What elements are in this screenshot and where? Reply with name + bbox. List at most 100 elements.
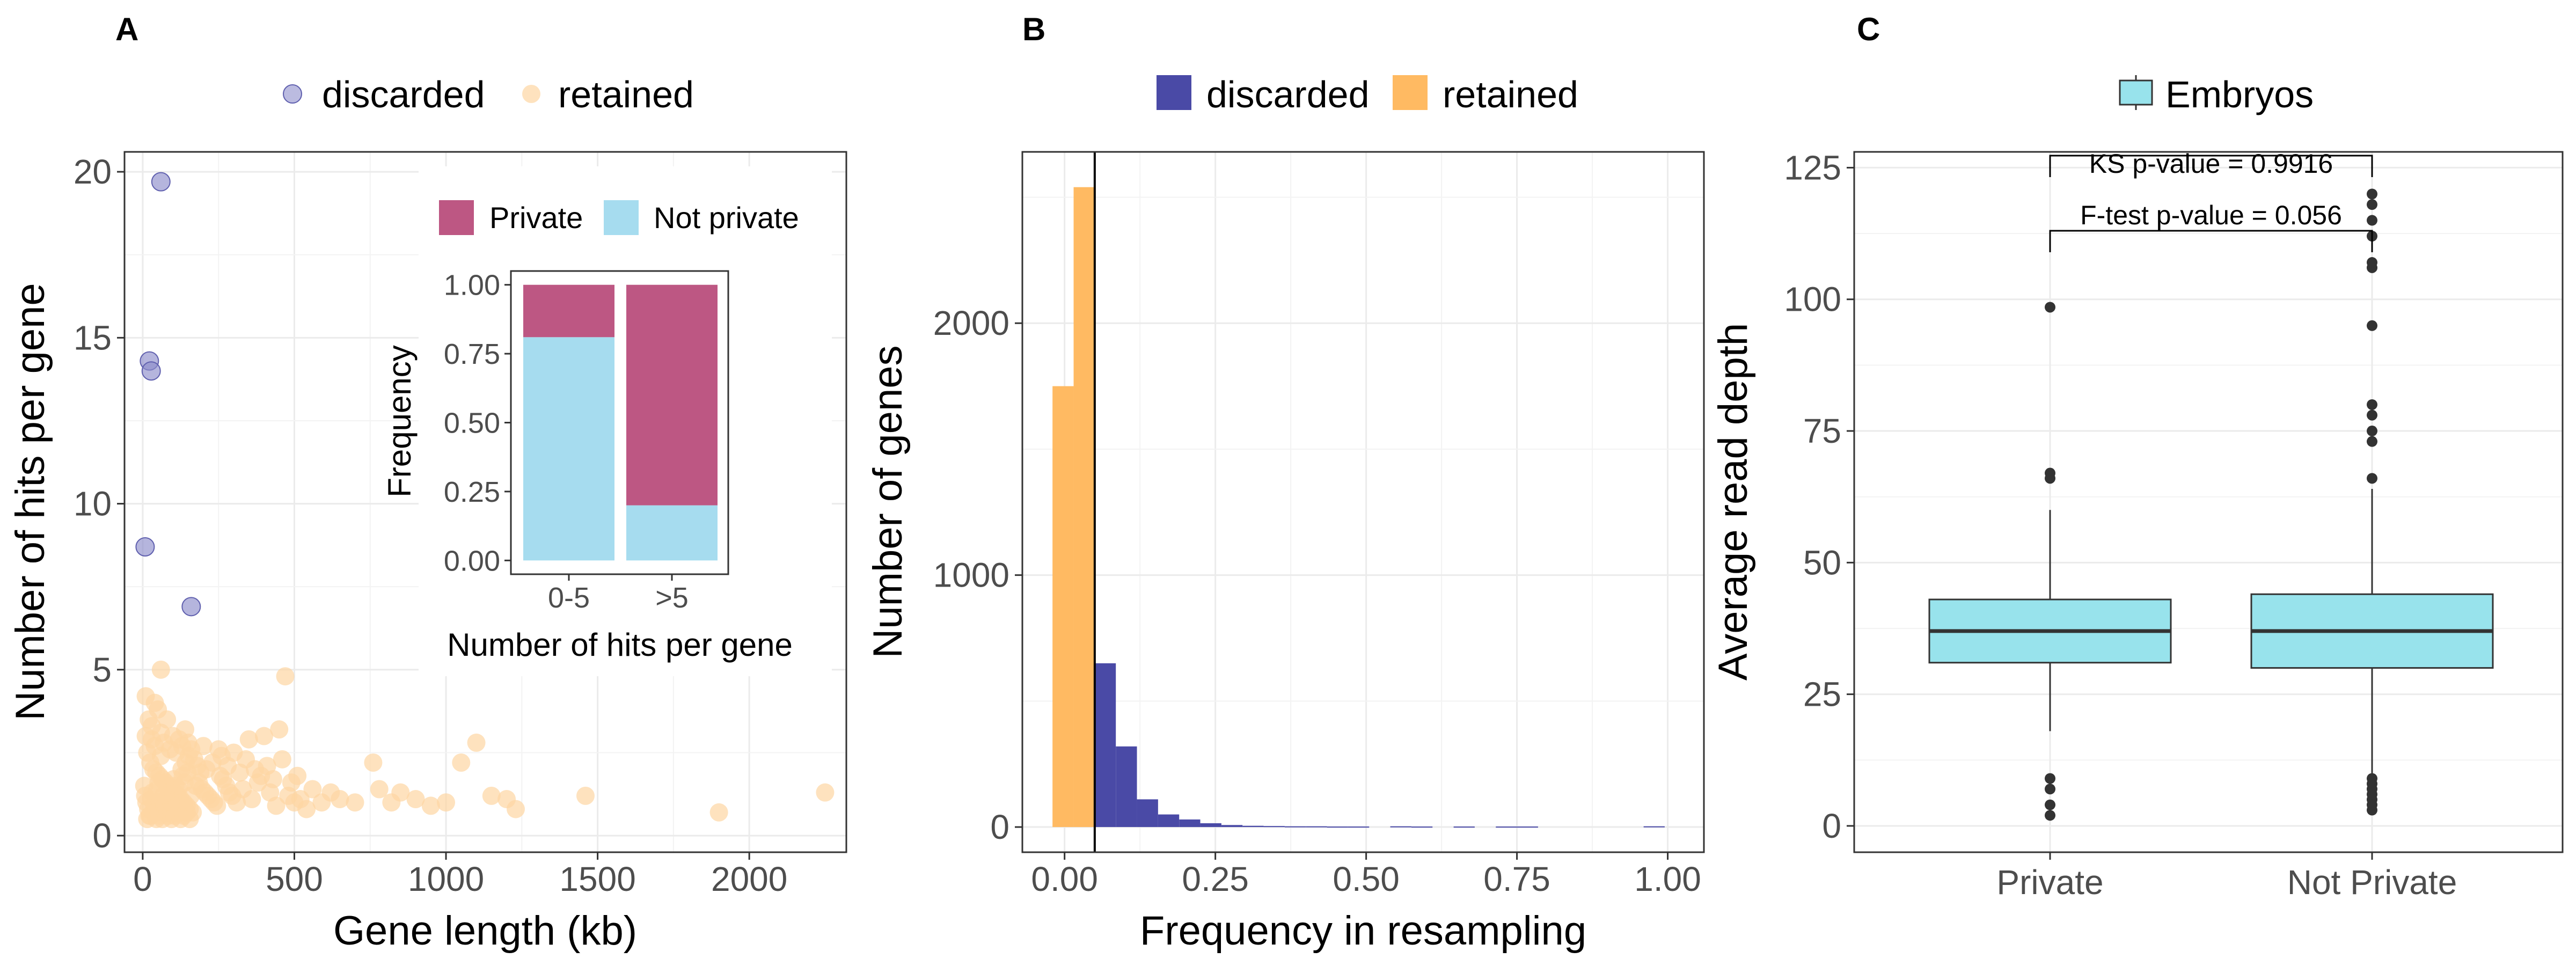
inset-x-tick-label: >5 bbox=[655, 582, 689, 614]
inset-x-tick-label: 0-5 bbox=[548, 582, 590, 614]
outlier-point bbox=[2367, 399, 2377, 410]
inset-bar-private bbox=[523, 284, 614, 338]
inset-legend-notprivate-label: Not private bbox=[654, 201, 799, 235]
outlier-point bbox=[2367, 199, 2377, 210]
point-retained bbox=[180, 810, 199, 829]
point-retained bbox=[181, 786, 200, 805]
hist-bar-retained bbox=[1073, 187, 1095, 828]
hist-bar-discarded bbox=[1348, 826, 1370, 828]
legend-a-retained-swatch bbox=[522, 85, 540, 103]
legend-a-discarded-label: discarded bbox=[322, 74, 485, 115]
inset-legend-private-swatch bbox=[439, 200, 474, 235]
point-retained bbox=[267, 796, 286, 815]
y-tick-label: 1000 bbox=[933, 556, 1009, 595]
point-retained bbox=[239, 730, 258, 749]
hist-bar-discarded bbox=[1137, 799, 1158, 828]
point-retained bbox=[288, 766, 307, 785]
plot-a-xlabel: Gene length (kb) bbox=[333, 908, 637, 954]
hist-bar-discarded bbox=[1158, 814, 1180, 828]
hist-bar-discarded bbox=[1179, 819, 1201, 828]
point-retained bbox=[467, 733, 486, 752]
y-tick-label: 75 bbox=[1803, 412, 1841, 450]
outlier-point bbox=[2367, 320, 2377, 331]
x-tick-label: Not Private bbox=[2287, 863, 2457, 902]
plot-b-ylabel: Number of genes bbox=[865, 346, 911, 658]
inset-bar-not-private bbox=[626, 505, 718, 561]
point-retained bbox=[264, 770, 282, 788]
hist-bar-discarded bbox=[1327, 826, 1348, 828]
y-tick-label: 5 bbox=[92, 650, 112, 689]
x-tick-label: 1.00 bbox=[1634, 860, 1701, 898]
plot-a-frame bbox=[123, 151, 847, 853]
point-retained bbox=[140, 710, 158, 729]
outlier-point bbox=[2045, 799, 2055, 810]
panel-b: B discarded retained 0.00 0.25 0.50 0.75 1.0… bbox=[865, 11, 1705, 954]
outlier-point bbox=[2045, 784, 2055, 795]
y-tick-label: 50 bbox=[1803, 543, 1841, 582]
panel-letter-c: C bbox=[1857, 11, 1880, 47]
plot-b-xlabel: Frequency in resampling bbox=[1140, 908, 1586, 954]
point-discarded bbox=[181, 597, 201, 617]
plot-c-ylabel: Average read depth bbox=[1710, 323, 1756, 680]
inset-legend-notprivate-swatch bbox=[604, 200, 639, 235]
point-retained bbox=[507, 800, 525, 818]
outlier-point bbox=[2367, 436, 2377, 447]
x-tick-label: 0.00 bbox=[1031, 860, 1098, 898]
point-retained bbox=[331, 790, 349, 809]
boxplot-not-private bbox=[2250, 188, 2494, 816]
inset-legend-private-label: Private bbox=[489, 201, 583, 235]
y-tick-label: 15 bbox=[74, 318, 112, 357]
inset-y-tick-label: 0.25 bbox=[444, 476, 500, 508]
y-tick-label: 125 bbox=[1784, 148, 1841, 187]
inset-bars bbox=[523, 284, 718, 561]
inset-y-tick-label: 1.00 bbox=[444, 269, 500, 302]
point-retained bbox=[276, 667, 295, 686]
panel-c: C Embryos KS p-value = 0.9916 F-test p-v… bbox=[1710, 11, 2564, 902]
hist-bar-discarded bbox=[1390, 826, 1411, 828]
x-tick-label: 0 bbox=[133, 860, 152, 898]
plot-a-ticks: 0 500 1000 1500 2000 0 5 10 15 20 bbox=[74, 152, 788, 898]
outlier-point bbox=[2045, 473, 2055, 484]
hist-bar-discarded bbox=[1221, 825, 1243, 828]
hist-bar-discarded bbox=[1094, 663, 1116, 828]
outlier-point bbox=[2367, 262, 2377, 273]
outlier-point bbox=[2045, 302, 2055, 313]
plot-a-ylabel: Number of hits per gene bbox=[8, 283, 53, 720]
legend-b: discarded retained bbox=[1157, 74, 1578, 115]
hist-bar-retained bbox=[1052, 386, 1074, 828]
outlier-point bbox=[2367, 215, 2377, 226]
point-retained bbox=[391, 783, 410, 802]
plot-c-grid bbox=[1854, 152, 2563, 852]
point-retained bbox=[182, 740, 201, 759]
hist-bar-discarded bbox=[1116, 746, 1137, 828]
x-tick-label: 0.75 bbox=[1483, 860, 1550, 898]
plot-a-points bbox=[135, 172, 835, 829]
outlier-point bbox=[2045, 810, 2055, 821]
outlier-point bbox=[2367, 473, 2377, 484]
plot-b-ticks: 0.00 0.25 0.50 0.75 1.00 0 1000 2000 bbox=[933, 304, 1701, 898]
point-discarded bbox=[141, 361, 161, 381]
ks-annotation: KS p-value = 0.9916 bbox=[2089, 149, 2333, 179]
point-retained bbox=[437, 793, 456, 812]
point-retained bbox=[346, 793, 364, 812]
x-tick-label: 2000 bbox=[711, 860, 787, 898]
panel-a: A discarded retained 0 500 1000 1500 2000 0 5 1… bbox=[8, 11, 847, 954]
plot-b-bars bbox=[1052, 187, 1665, 828]
point-retained bbox=[576, 786, 595, 805]
legend-c: Embryos bbox=[2119, 74, 2314, 115]
inset-y-tick-label: 0.50 bbox=[444, 407, 500, 440]
hist-bar-discarded bbox=[1200, 823, 1221, 828]
legend-b-discarded-swatch bbox=[1157, 75, 1191, 110]
hist-bar-discarded bbox=[1242, 825, 1264, 828]
point-retained bbox=[208, 796, 226, 815]
legend-c-embryos-label: Embryos bbox=[2165, 74, 2314, 115]
plot-c-boxes bbox=[1928, 188, 2494, 821]
inset-y-tick-label: 0.75 bbox=[444, 338, 500, 370]
point-retained bbox=[297, 800, 316, 818]
panel-letter-a: A bbox=[115, 11, 138, 47]
point-retained bbox=[452, 753, 471, 772]
y-tick-label: 0 bbox=[92, 816, 112, 855]
legend-c-embryos-swatch bbox=[2119, 79, 2153, 106]
inset-a: Private Not private 0-5 >5 0.00 0.25 0.50 0.7… bbox=[382, 166, 832, 676]
